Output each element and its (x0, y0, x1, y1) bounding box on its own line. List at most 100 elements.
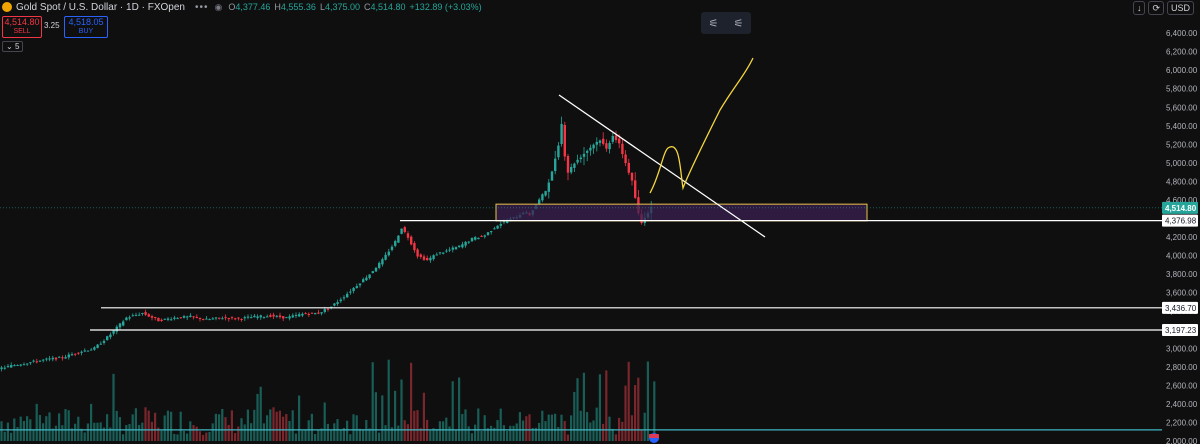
price-label-box (1162, 214, 1198, 227)
volume-bar (640, 430, 643, 441)
volume-bar (93, 422, 96, 441)
candle-body (358, 283, 362, 286)
volume-bar (579, 410, 582, 441)
settings-sliders-icon[interactable]: ⚟ (708, 17, 719, 30)
candle-body (538, 199, 541, 204)
volume-bar (230, 410, 233, 441)
sell-button[interactable]: 4,514.80 SELL (2, 16, 42, 38)
buy-price: 4,518.05 (68, 17, 104, 27)
candle-body (502, 221, 506, 223)
y-tick-label: 2,400.00 (1166, 400, 1198, 409)
volume-bar (554, 413, 557, 441)
candle-body (474, 237, 477, 240)
symbol-title[interactable]: Gold Spot / U.S. Dollar · 1D · FXOpen (16, 1, 185, 13)
candle-body (480, 235, 483, 237)
indicator-count: 5 (14, 42, 20, 51)
volume-bar (150, 421, 153, 441)
currency-selector[interactable]: USD (1166, 1, 1194, 15)
candle-body (493, 228, 496, 230)
visibility-icon[interactable]: ◉ (214, 1, 223, 12)
candle-body (605, 143, 608, 149)
volume-bar (234, 433, 237, 441)
volume-bar (416, 410, 419, 441)
y-tick-label: 5,800.00 (1166, 85, 1198, 94)
scroll-down-button[interactable]: ↓ (1132, 1, 1146, 15)
volume-bar (518, 412, 521, 441)
volume-bar (528, 414, 531, 441)
candle-body (310, 312, 314, 314)
candle-body (506, 220, 509, 224)
volume-bar (115, 410, 118, 441)
volume-bar (51, 428, 54, 441)
object-tree-icon[interactable]: ⚟ (733, 17, 744, 30)
volume-bar (83, 432, 86, 441)
candle-body (128, 317, 131, 319)
candle-body (230, 317, 234, 319)
candle-body (80, 351, 83, 353)
candle-body (496, 225, 499, 229)
candle-body (70, 354, 74, 356)
volume-bar (506, 430, 509, 441)
candle-body (227, 318, 230, 320)
volume-bar (486, 428, 489, 441)
volume-bar (10, 432, 13, 441)
candle-body (611, 135, 614, 142)
collapse-indicators-button[interactable]: ⌄ 5 (2, 41, 24, 52)
y-tick-label: 3,600.00 (1166, 289, 1198, 298)
volume-bar (16, 427, 19, 441)
volume-bar (42, 423, 45, 441)
candle-body (16, 365, 19, 367)
volume-bar (378, 432, 381, 441)
volume-bar (243, 424, 246, 441)
volume-bar (128, 423, 131, 441)
volume-bar (74, 423, 77, 441)
refresh-button[interactable]: ⟳ (1148, 1, 1164, 15)
candle-body (285, 317, 288, 319)
candle-body (272, 314, 275, 317)
candle-body (214, 317, 218, 319)
candle-body (304, 313, 307, 315)
close-value: 4,514.80 (370, 2, 406, 12)
candle-body (355, 286, 358, 289)
volume-bar (400, 379, 403, 441)
volume-bar (560, 414, 563, 441)
candle-body (259, 315, 262, 318)
candle-body (429, 257, 432, 261)
candle-body (573, 163, 576, 168)
close-key: C (364, 2, 371, 12)
candle-body (208, 319, 211, 321)
candle-body (256, 316, 259, 318)
volume-bar (403, 420, 406, 441)
buy-button[interactable]: 4,518.05 BUY (64, 16, 108, 38)
volume-bar (522, 420, 525, 441)
volume-bar (291, 410, 294, 441)
candle-body (3, 367, 6, 369)
more-options-icon[interactable]: ••• (194, 1, 209, 13)
candle-body (83, 350, 86, 352)
candle-body (618, 138, 621, 144)
volume-bar (198, 431, 201, 441)
y-tick-label: 4,600.00 (1166, 196, 1198, 205)
candle-body (301, 313, 304, 316)
volume-bar (138, 424, 141, 441)
volume-bar (221, 408, 224, 441)
volume-bar (643, 412, 646, 441)
price-label-box (1162, 301, 1198, 314)
candle-body (349, 291, 352, 293)
candle-body (499, 223, 502, 226)
volume-bar (352, 414, 355, 441)
candle-body (134, 314, 138, 316)
volume-bar (278, 410, 281, 441)
volume-bar (493, 427, 496, 441)
candle-body (362, 279, 365, 283)
candle-body (400, 228, 403, 234)
candle-body (483, 235, 486, 237)
candle-body (416, 249, 419, 257)
high-value: 4,555.36 (280, 2, 316, 12)
volume-bar (464, 409, 467, 441)
volume-bar (458, 377, 461, 441)
candle-body (451, 247, 454, 250)
candle-body (22, 364, 26, 366)
volume-bar (605, 370, 608, 441)
